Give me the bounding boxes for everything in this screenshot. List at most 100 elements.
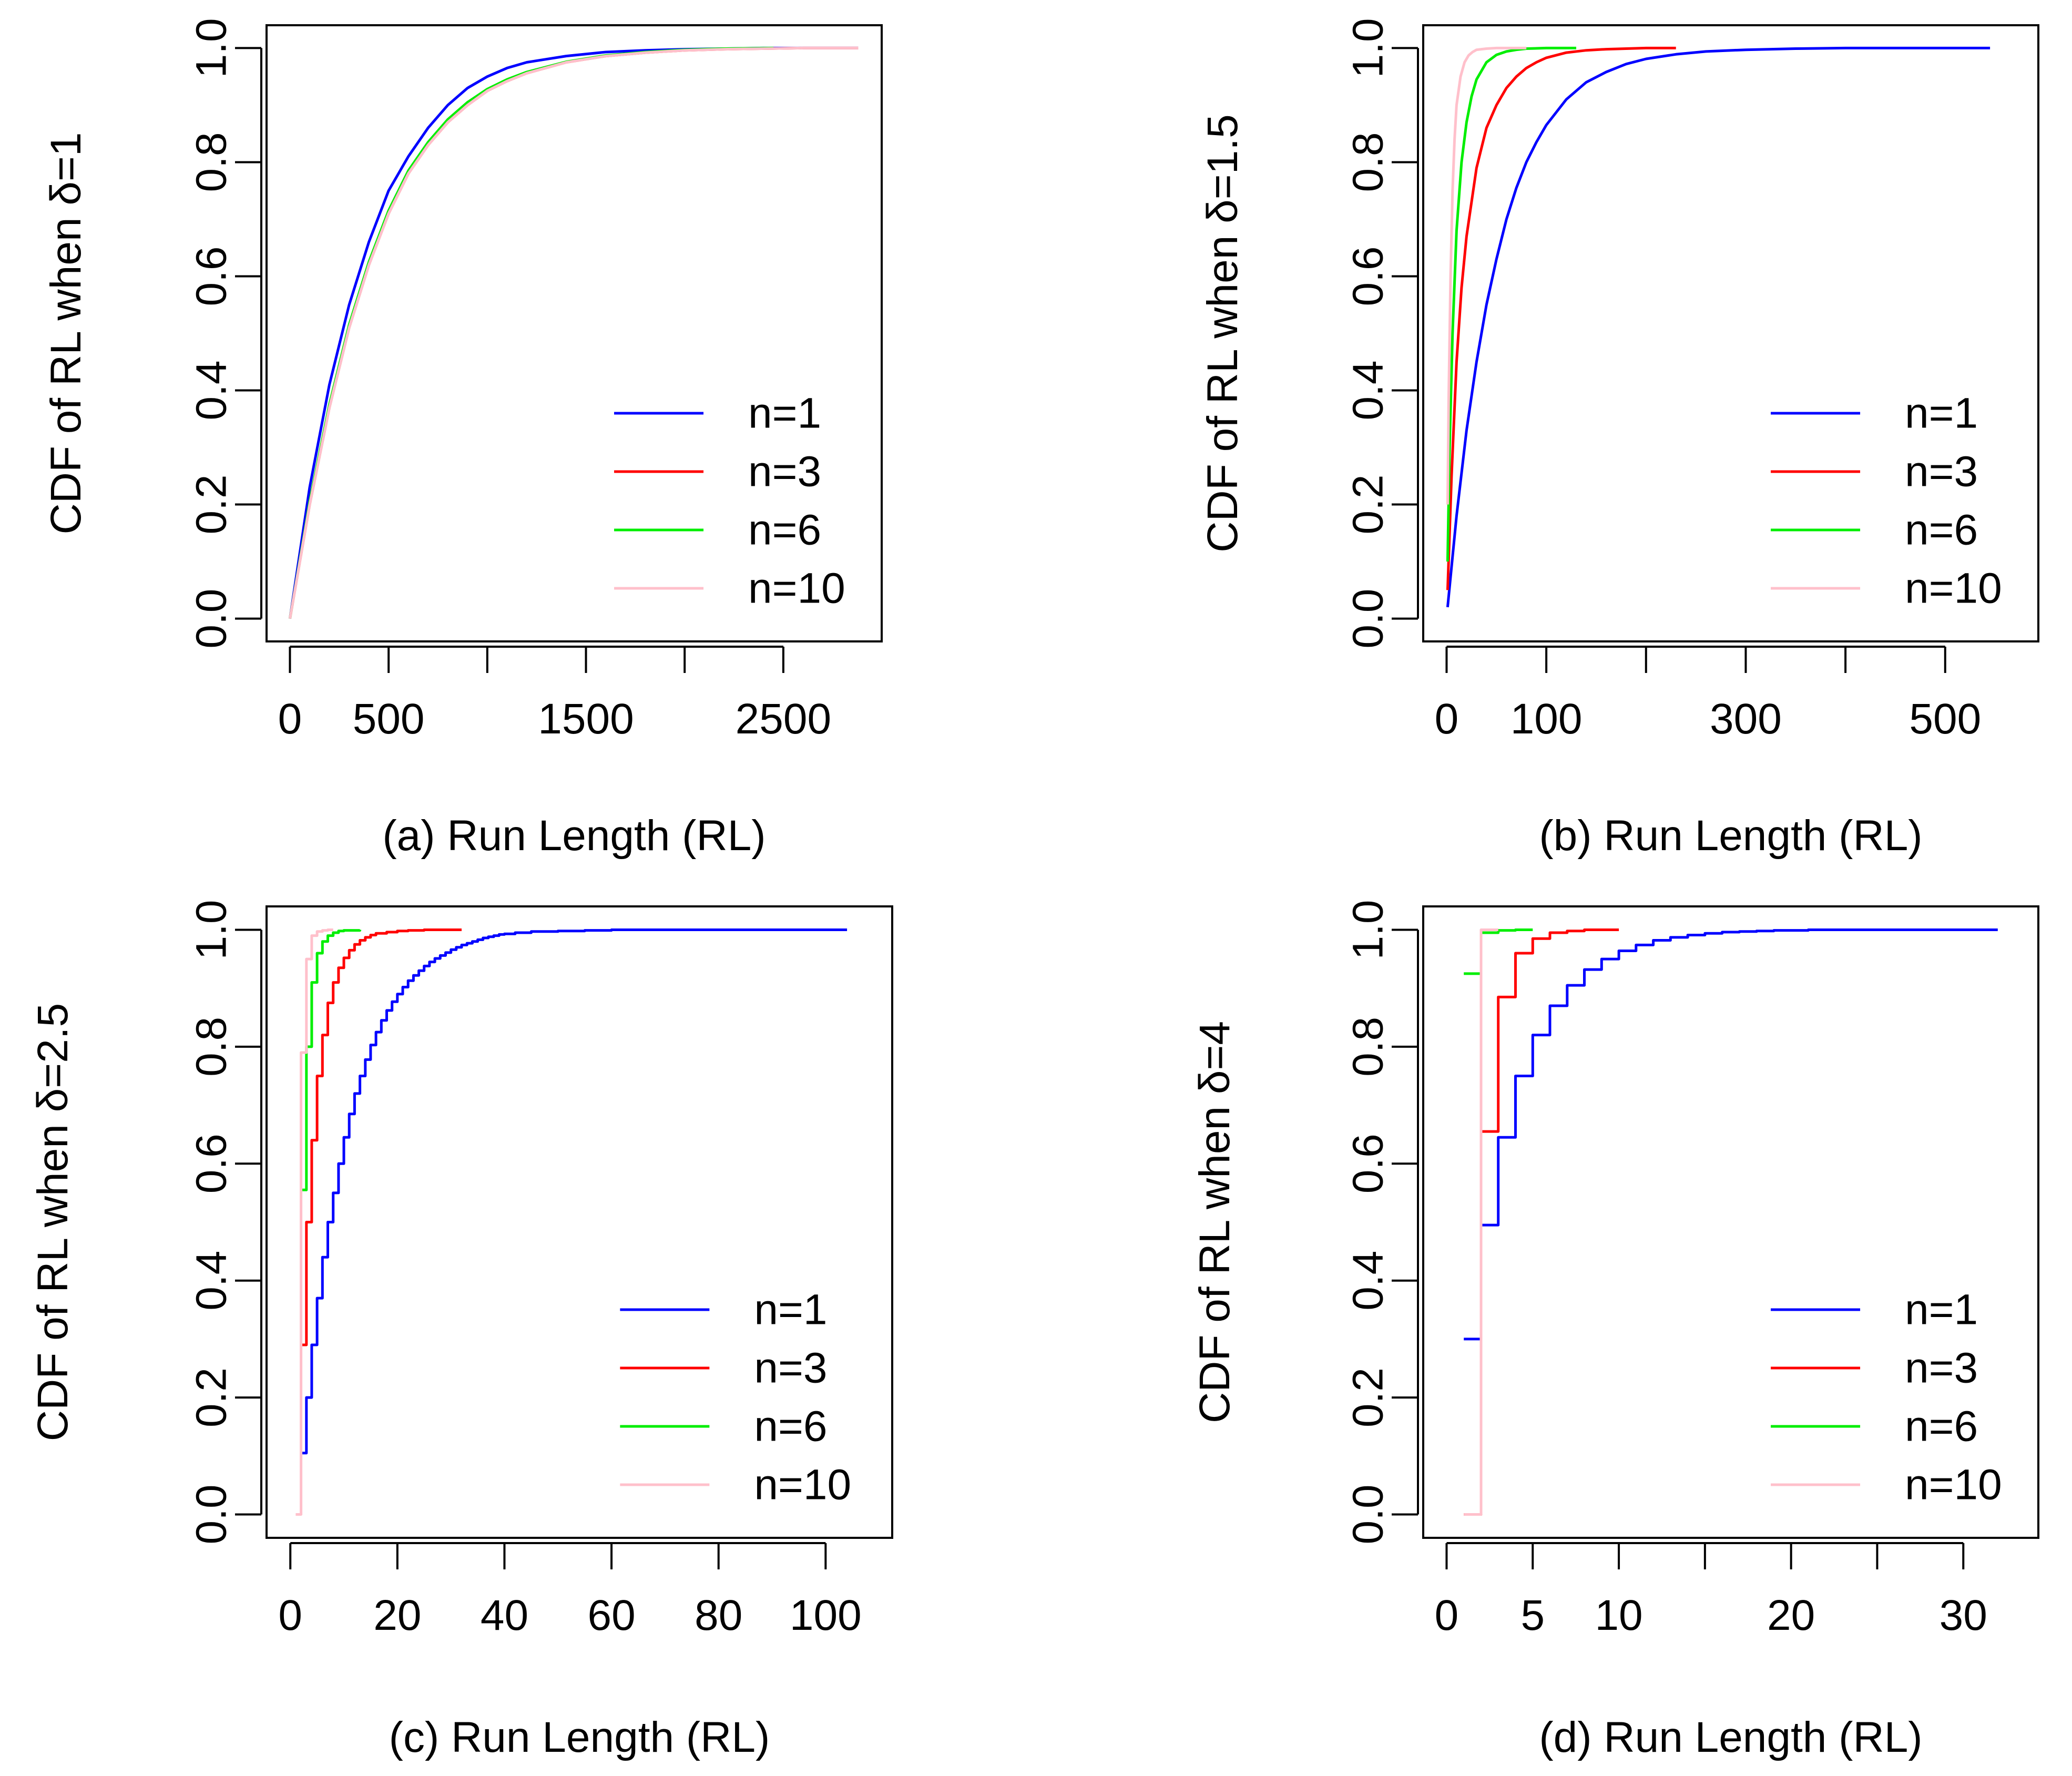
legend-label: n=10 bbox=[754, 1461, 851, 1509]
y-tick-label: 0.4 bbox=[1344, 361, 1392, 421]
y-tick-label: 0.0 bbox=[1344, 589, 1392, 649]
y-tick-label: 0.2 bbox=[188, 475, 236, 535]
legend-label: n=6 bbox=[1905, 1403, 1978, 1451]
y-title-prefix: CDF of RL when bbox=[29, 1112, 77, 1441]
y-tick-label: 0.6 bbox=[1344, 246, 1392, 306]
series-line-c-0 bbox=[301, 928, 848, 1455]
x-tick-label: 5 bbox=[1520, 1591, 1545, 1639]
panel-a: 0 500 1500 2500 0.0 0.2 0.4 0.6 0.8 1.0 (a) Run Le… bbox=[42, 18, 883, 860]
series-line-b-2 bbox=[1446, 46, 1576, 562]
y-tick-label: 0.0 bbox=[1344, 1485, 1392, 1545]
y-tick-label: 0.4 bbox=[188, 361, 236, 421]
y-tick-label: 1.0 bbox=[188, 900, 236, 960]
legend-label: n=1 bbox=[1905, 390, 1978, 437]
x-tick-label: 60 bbox=[587, 1591, 635, 1639]
x-tick-label: 20 bbox=[1767, 1591, 1815, 1639]
delta-symbol: δ bbox=[42, 181, 90, 206]
y-tick-label: 0.6 bbox=[188, 246, 236, 306]
legend-label: n=6 bbox=[748, 506, 821, 554]
y-tick-label: 0.2 bbox=[1344, 1367, 1392, 1427]
panel-b: 0 100 300 500 0.0 0.2 0.4 0.6 0.8 1.0 (b) Run Leng… bbox=[1199, 18, 2039, 860]
legend-label: n=1 bbox=[748, 390, 821, 437]
x-tick-label: 30 bbox=[1940, 1591, 1987, 1639]
x-tick-label: 0 bbox=[278, 1591, 302, 1639]
x-tick-label: 80 bbox=[695, 1591, 742, 1639]
series-line-c-1 bbox=[301, 928, 462, 1346]
legend-label: n=6 bbox=[754, 1403, 827, 1451]
legend-label: n=3 bbox=[1905, 1344, 1978, 1392]
legend-label: n=10 bbox=[748, 565, 845, 613]
x-tick-label: 100 bbox=[1510, 695, 1583, 743]
y-title-suffix: =4 bbox=[1191, 1021, 1239, 1070]
legend-label: n=3 bbox=[754, 1344, 827, 1392]
y-tick-label: 1.0 bbox=[188, 18, 236, 78]
y-tick-label: 0.0 bbox=[188, 1485, 236, 1545]
y-tick-label: 0.8 bbox=[188, 132, 236, 192]
x-tick-label: 20 bbox=[373, 1591, 421, 1639]
y-tick-label: 0.8 bbox=[1344, 132, 1392, 192]
x-tick-label: 1500 bbox=[538, 695, 634, 743]
x-axis-title: (d) Run Length (RL) bbox=[1539, 1713, 1922, 1761]
plot-frame bbox=[1422, 24, 2039, 642]
x-tick-label: 100 bbox=[790, 1591, 862, 1639]
series-line-b-1 bbox=[1446, 46, 1676, 590]
y-tick-label: 1.0 bbox=[1344, 18, 1392, 78]
y-axis-title: CDF of RL when δ=2.5 bbox=[29, 1003, 77, 1441]
legend: n=1 n=3 n=6 n=10 bbox=[1771, 390, 2002, 613]
series-line-b-3 bbox=[1446, 46, 1527, 505]
x-tick-label: 10 bbox=[1595, 1591, 1642, 1639]
y-tick-label: 0.8 bbox=[188, 1017, 236, 1077]
x-tick-label: 2500 bbox=[736, 695, 831, 743]
x-tick-label: 0 bbox=[278, 695, 302, 743]
x-tick-label: 0 bbox=[1435, 1591, 1459, 1639]
y-tick-label: 0.0 bbox=[188, 589, 236, 649]
legend: n=1 n=3 n=6 n=10 bbox=[1771, 1286, 2002, 1509]
y-tick-label: 0.4 bbox=[188, 1251, 236, 1311]
y-tick-label: 0.2 bbox=[1344, 475, 1392, 535]
series-line-d-2 bbox=[1464, 928, 1533, 975]
legend-label: n=10 bbox=[1905, 1461, 2002, 1509]
series-line-d-1 bbox=[1464, 928, 1619, 1516]
panel-d: 0 5 10 20 30 0.0 0.2 0.4 0.6 0.8 1.0 (d) Run Length… bbox=[1191, 900, 2039, 1761]
y-title-prefix: CDF of RL when bbox=[1199, 223, 1247, 553]
series-line-b-0 bbox=[1446, 46, 1991, 608]
y-tick-label: 1.0 bbox=[1344, 900, 1392, 960]
plot-frame bbox=[266, 905, 893, 1539]
delta-symbol: δ bbox=[1199, 199, 1247, 223]
series-line-c-2 bbox=[301, 929, 362, 1191]
series-line-a-3 bbox=[289, 46, 859, 619]
series-line-a-2 bbox=[289, 46, 774, 619]
x-axis-title: (c) Run Length (RL) bbox=[389, 1713, 770, 1761]
y-title-suffix: =1.5 bbox=[1199, 114, 1247, 199]
legend-label: n=1 bbox=[1905, 1286, 1978, 1334]
series-line-c-3 bbox=[295, 928, 333, 1516]
y-axis-title: CDF of RL when δ=1.5 bbox=[1199, 114, 1247, 552]
legend-label: n=3 bbox=[1905, 448, 1978, 496]
legend-label: n=10 bbox=[1905, 565, 2002, 613]
y-axis-title: CDF of RL when δ=4 bbox=[1191, 1021, 1239, 1423]
y-tick-label: 0.4 bbox=[1344, 1251, 1392, 1311]
legend-label: n=3 bbox=[748, 448, 821, 496]
plot-frame bbox=[1422, 905, 2039, 1539]
y-tick-label: 0.6 bbox=[188, 1134, 236, 1193]
plot-frame bbox=[266, 24, 883, 642]
y-axis-title: CDF of RL when δ=1 bbox=[42, 132, 90, 534]
y-tick-label: 0.8 bbox=[1344, 1017, 1392, 1077]
y-title-prefix: CDF of RL when bbox=[1191, 1094, 1239, 1423]
x-tick-label: 500 bbox=[1909, 695, 1981, 743]
delta-symbol: δ bbox=[29, 1088, 77, 1112]
delta-symbol: δ bbox=[1191, 1070, 1239, 1094]
legend: n=1 n=3 n=6 n=10 bbox=[614, 390, 845, 613]
legend-label: n=6 bbox=[1905, 506, 1978, 554]
panel-c: 0 20 40 60 80 100 0.0 0.2 0.4 0.6 0.8 1.0 (c) Run Le… bbox=[29, 900, 893, 1761]
x-axis-title: (b) Run Length (RL) bbox=[1539, 812, 1922, 860]
x-tick-label: 40 bbox=[481, 1591, 528, 1639]
legend: n=1 n=3 n=6 n=10 bbox=[620, 1286, 851, 1509]
x-tick-label: 0 bbox=[1435, 695, 1459, 743]
series-line-a-0 bbox=[289, 46, 859, 619]
y-title-prefix: CDF of RL when bbox=[42, 206, 90, 535]
x-tick-label: 300 bbox=[1710, 695, 1782, 743]
series-line-d-3 bbox=[1464, 928, 1498, 1516]
x-axis-title: (a) Run Length (RL) bbox=[382, 812, 765, 860]
